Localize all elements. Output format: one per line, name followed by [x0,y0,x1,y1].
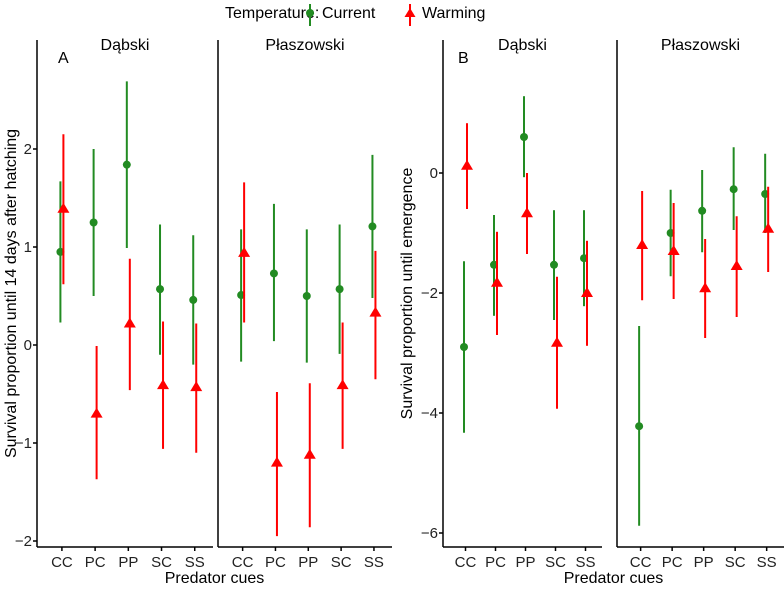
x-tick-label: PC [485,554,506,571]
facet-Płaszowski: Płaszowski CC PC PP SC SS [217,37,392,571]
point-warming [491,276,503,287]
x-axis-label: Predator cues [165,570,265,587]
y-tick-label: 2 [24,141,32,158]
point-warming [157,379,170,390]
point-warming [521,207,533,218]
x-tick-label: SS [364,554,384,571]
point-current [460,343,468,351]
point-current [520,133,528,141]
facet-title: Dąbski [101,37,150,54]
x-tick-label: SC [151,554,172,571]
legend-title: Temperature: [225,5,319,22]
y-tick-label: −1 [15,435,32,452]
x-tick-label: SC [545,554,566,571]
x-tick-label: CC [51,554,73,571]
point-current [189,295,198,304]
point-warming [270,456,283,467]
y-tick-label: 0 [430,165,438,182]
point-current [156,285,165,294]
y-axis-label: Survival proportion until 14 days after … [3,129,20,458]
y-tick-label: −2 [15,533,32,550]
x-tick-label: SS [757,554,777,571]
legend: Temperature: Current Warming [225,4,485,26]
x-tick-label: SS [575,554,595,571]
x-tick-label: PC [265,554,286,571]
chart-A: A Survival proportion until 14 days after… [3,37,392,587]
point-warming [581,287,593,297]
point-warming [57,202,70,213]
y-axis-label: Survival proportion until emergence [399,168,416,420]
x-axis-label: Predator cues [564,570,664,587]
point-warming [636,239,649,249]
point-warming [369,306,382,317]
facet-title: Płaszowski [265,37,344,54]
x-tick-label: CC [630,554,652,571]
point-current [698,206,707,215]
panel-label: A [58,50,69,67]
y-tick-label: −4 [421,405,438,422]
point-warming [123,317,136,328]
point-current [269,269,278,278]
point-warming [699,282,712,293]
facet-Dąbski: Dąbski CC PC PP SC SS [442,37,602,571]
legend-label-current: Current [322,5,376,22]
y-tick-label: −2 [421,285,438,302]
point-warming [90,407,103,418]
x-tick-label: PC [662,554,683,571]
x-tick-label: PP [118,554,138,571]
point-current [89,218,98,227]
y-tick-label: 0 [24,337,32,354]
x-tick-label: PC [85,554,106,571]
point-warming [190,381,203,392]
chart-B: B Survival proportion until emergence Pred… [399,37,784,587]
facet-Płaszowski: Płaszowski CC PC PP SC SS [616,37,784,571]
point-warming [762,222,775,233]
x-tick-label: PP [298,554,318,571]
legend-item-warming: Warming [404,4,485,26]
panel-label: B [458,50,469,67]
point-current [335,285,344,294]
point-current [56,247,65,256]
y-tick-label: −6 [421,525,438,542]
facet-Dąbski: Dąbski CC PC PP SC SS [36,37,213,571]
point-warming [336,379,349,390]
point-warming [238,246,251,257]
y-tick-label: 1 [24,239,32,256]
x-tick-label: CC [455,554,477,571]
point-warming [461,159,473,170]
legend-item-current: Current [306,4,376,26]
x-tick-label: SS [185,554,205,571]
point-warming [730,260,743,270]
point-current [729,185,738,194]
point-current [635,422,644,431]
point-current [550,260,558,269]
x-tick-label: PP [694,554,714,571]
point-current [368,222,377,231]
point-warming [551,336,563,347]
facet-title: Płaszowski [661,37,740,54]
x-tick-label: CC [232,554,254,571]
facet-title: Dąbski [498,37,547,54]
point-warming [303,448,316,459]
x-tick-label: PP [515,554,535,571]
legend-label-warming: Warming [422,5,485,22]
point-warming [667,245,680,255]
point-current [302,292,311,300]
x-tick-label: SC [331,554,352,571]
point-current [122,160,131,169]
x-tick-label: SC [725,554,746,571]
